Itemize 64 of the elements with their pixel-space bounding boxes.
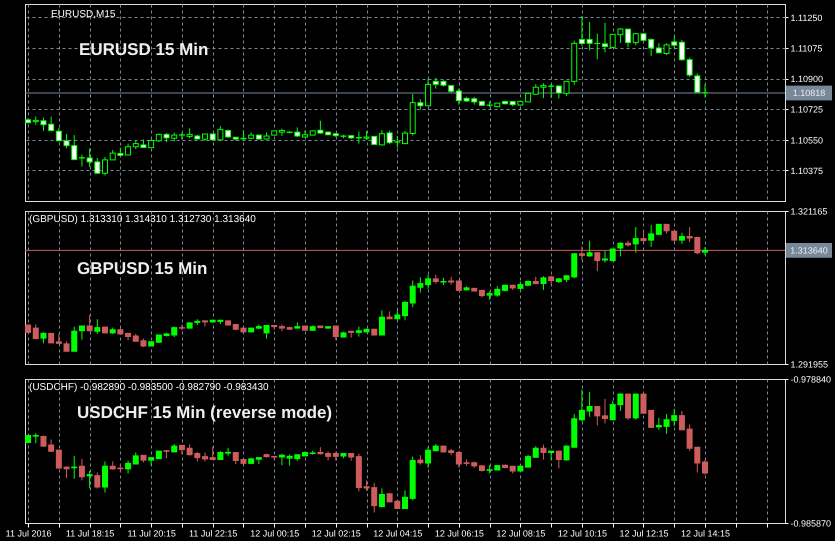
x-tick-label: 12 Jul 14:15: [680, 528, 730, 538]
candlestick: [332, 325, 339, 341]
y-tick-label: 1.10900: [790, 74, 824, 84]
candlestick: [78, 458, 85, 481]
candlestick: [640, 229, 646, 243]
x-tick-label: 11 Jul 18:15: [66, 528, 114, 538]
candlestick: [617, 242, 624, 257]
y-tick-label: 1.321165: [790, 206, 828, 216]
x-tick-label: 12 Jul 08:15: [496, 528, 546, 538]
candlestick: [425, 446, 432, 468]
y-tick-label: 1.11075: [790, 44, 822, 54]
ref-line-label: 1.313640: [790, 245, 828, 256]
candlestick: [102, 461, 108, 493]
chart-subtitle: (GBPUSD) 1.313310 1.314310 1.312730 1.313640: [29, 214, 256, 225]
x-tick-label: 12 Jul 12:15: [619, 528, 668, 538]
x-tick-label: 12 Jul 10:15: [558, 528, 607, 538]
candlestick: [648, 224, 654, 248]
candlestick: [378, 488, 385, 508]
y-tick-label: 1.10375: [790, 166, 824, 176]
y-tick-label: 1.10725: [790, 104, 824, 115]
candlestick: [94, 318, 100, 334]
y-tick-label: 1.10550: [790, 135, 824, 146]
text: EURUSD,M15: [51, 9, 116, 20]
candlestick: [556, 450, 562, 469]
candlestick: [32, 432, 39, 444]
candlestick: [632, 226, 639, 254]
x-tick-label: 11 Jul 22:15: [189, 528, 238, 538]
candlestick: [132, 452, 139, 465]
candlestick: [625, 393, 632, 420]
y-tick-label: -0.978840: [790, 374, 832, 384]
candlestick: [32, 324, 39, 340]
candlestick: [610, 400, 616, 421]
candlestick: [678, 232, 685, 244]
candlestick: [540, 276, 546, 290]
candlestick: [586, 240, 593, 258]
candlestick: [417, 454, 424, 466]
candlestick: [686, 226, 693, 243]
candlestick: [71, 455, 78, 480]
candlestick: [40, 332, 46, 344]
text: EURUSD 15 Min: [79, 40, 208, 59]
y-tick-label: -0.985870: [790, 518, 832, 528]
candlestick: [617, 392, 624, 412]
text: GBPUSD 15 Min: [77, 259, 208, 278]
y-tick-label: 1.11250: [790, 12, 822, 23]
candlestick: [94, 472, 100, 490]
candlestick: [71, 326, 78, 352]
x-tick-label: 12 Jul 06:15: [434, 528, 484, 538]
candlestick: [548, 450, 554, 461]
candlestick: [86, 314, 93, 332]
x-tick-label: 12 Jul 00:15: [250, 528, 300, 538]
x-tick-label: 12 Jul 04:15: [373, 528, 422, 538]
candlestick: [125, 460, 132, 474]
x-tick-label: 12 Jul 02:15: [312, 528, 361, 538]
candlestick: [632, 393, 639, 420]
candlestick: [540, 444, 546, 460]
candlestick: [86, 470, 93, 489]
chart-subtitle: (USDCHF) -0.982890 -0.983500 -0.982790 -0.983430: [29, 382, 270, 393]
x-tick-label: 11 Jul 2016: [6, 528, 52, 538]
ref-line-label: 1.10818: [792, 88, 826, 98]
candlestick: [378, 310, 385, 336]
x-tick-label: 11 Jul 20:15: [127, 528, 176, 538]
y-tick-label: 1.291955: [790, 360, 828, 370]
candlestick: [78, 325, 85, 340]
text: USDCHF 15 Min (reverse mode): [77, 403, 332, 422]
